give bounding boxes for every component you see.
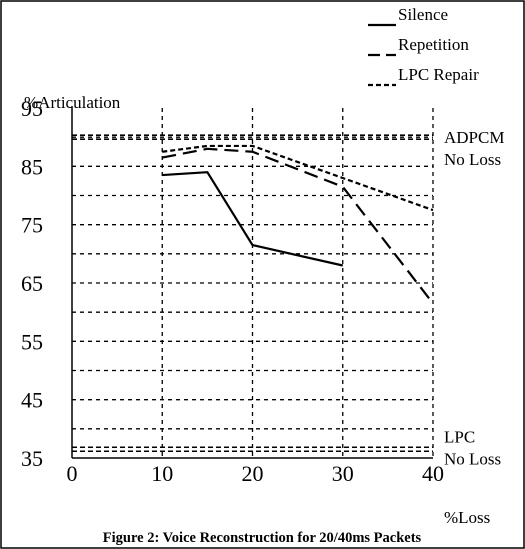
legend-label: Silence — [398, 5, 448, 24]
figure-caption: Figure 2: Voice Reconstruction for 20/40… — [103, 530, 422, 546]
y-tick-label: 55 — [21, 329, 43, 354]
y-tick-label: 45 — [21, 388, 43, 413]
y-tick-label: 85 — [21, 154, 43, 179]
reference-lines: ADPCM No Loss LPC No Loss — [72, 128, 504, 468]
series-lines — [162, 144, 434, 305]
x-tick-label: 20 — [242, 461, 264, 486]
reference-label: ADPCM — [444, 128, 504, 147]
series-line-silence — [162, 171, 343, 267]
y-tick-label: 75 — [21, 213, 43, 238]
y-tick-label: 35 — [21, 446, 43, 471]
series-line-lpc-repair — [162, 144, 434, 212]
y-tick-label: 65 — [21, 271, 43, 296]
y-tick-label: 95 — [21, 96, 43, 121]
grid — [72, 108, 433, 458]
x-tick-label: 0 — [67, 461, 78, 486]
axis-labels: %Articulation %Loss Figure 2: Voice Reco… — [24, 93, 490, 546]
x-tick-label: 10 — [151, 461, 173, 486]
legend-label: LPC Repair — [398, 65, 479, 84]
reference-label: No Loss — [444, 449, 501, 468]
y-axis-label: %Articulation — [24, 93, 121, 112]
legend-label: Repetition — [398, 35, 469, 54]
x-axis-label: %Loss — [444, 508, 490, 527]
reference-label: No Loss — [444, 150, 501, 169]
reference-label: LPC — [444, 427, 475, 446]
legend: Silence Repetition LPC Repair — [368, 5, 479, 87]
series-line-repetition — [162, 147, 434, 305]
tick-labels: 35 45 55 65 75 85 95 0 10 20 30 40 — [21, 96, 444, 486]
x-tick-label: 40 — [422, 461, 444, 486]
axes — [71, 106, 434, 459]
x-tick-label: 30 — [332, 461, 354, 486]
